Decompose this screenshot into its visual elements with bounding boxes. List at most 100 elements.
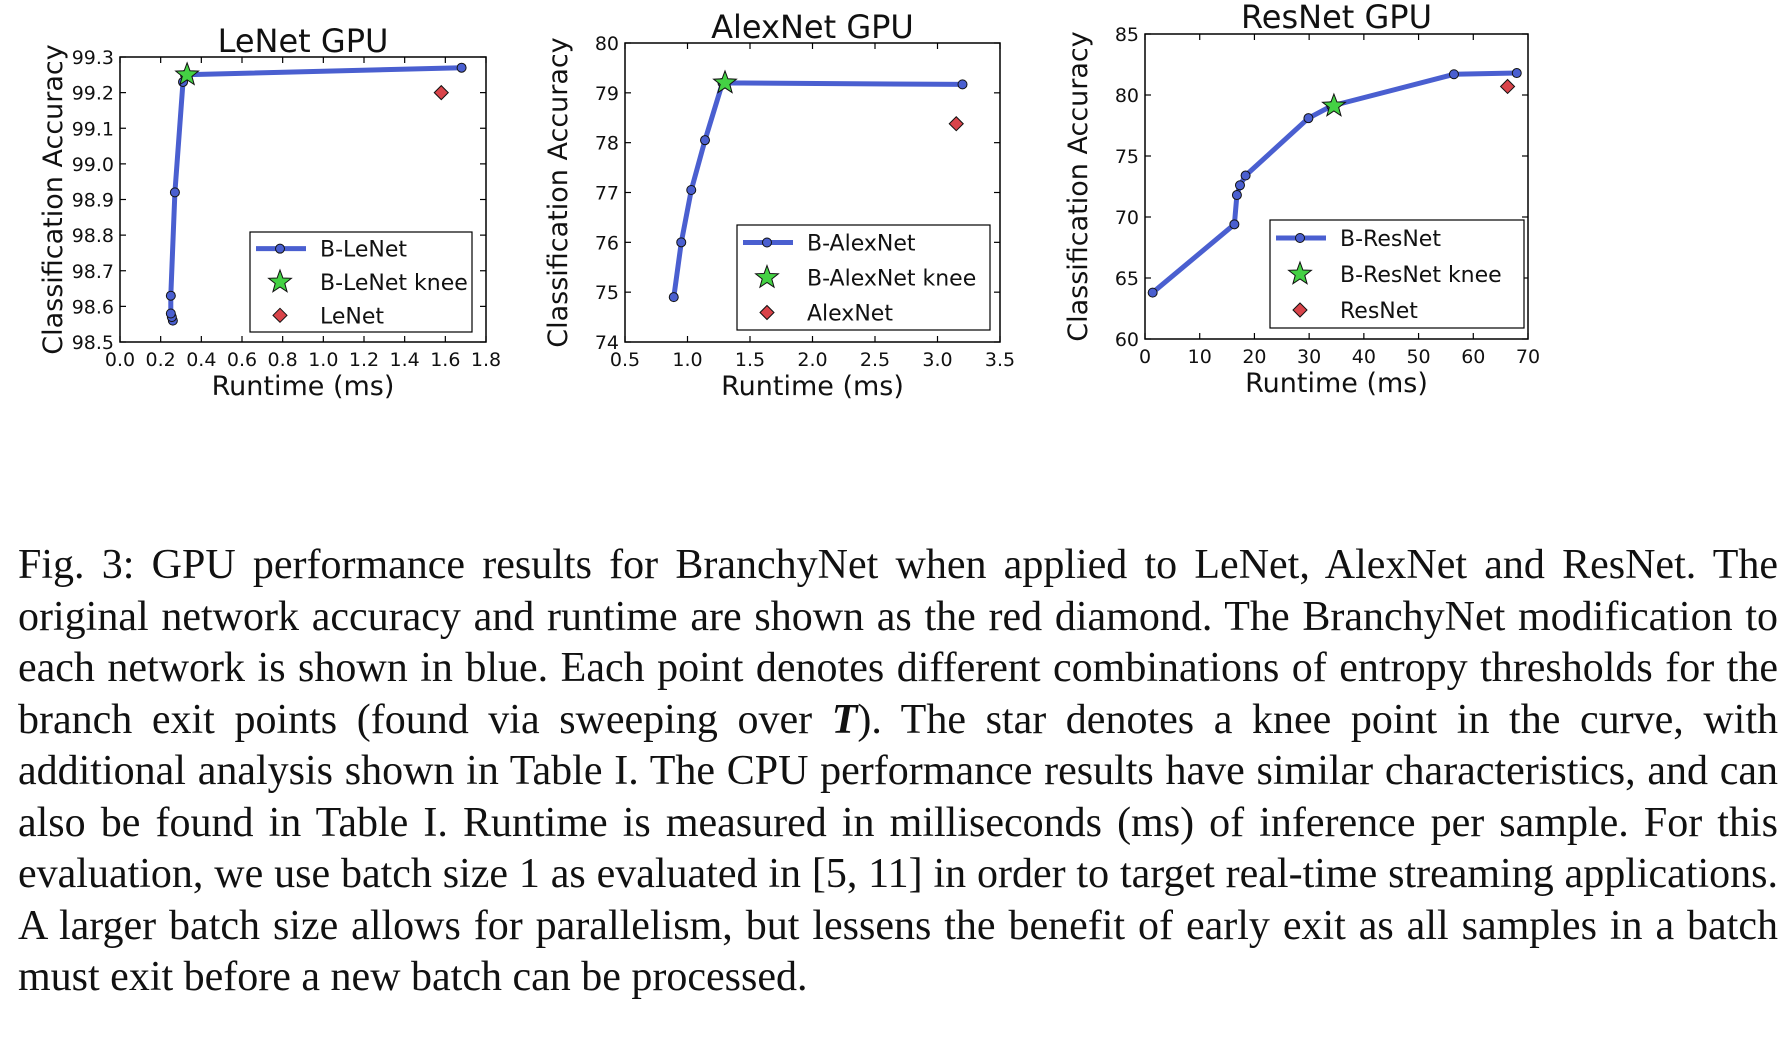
data-point	[1147, 287, 1158, 298]
data-point	[686, 185, 697, 196]
knee-star-marker	[174, 61, 200, 86]
knee-star-marker	[712, 69, 738, 94]
y-tick-label: 75	[1115, 146, 1139, 168]
y-axis-label: Classification Accuracy	[1063, 31, 1094, 342]
y-tick-label: 99.2	[72, 83, 114, 105]
x-tick-label: 3.0	[922, 349, 952, 371]
series-line	[671, 80, 963, 298]
figure-charts: LeNet GPU 0.0 0.2 0.4 0.6 0.8 1.0 1.2 1.4 1.6 1.8 9…	[38, 0, 1540, 402]
plot-frame	[119, 56, 487, 343]
chart-title: LeNet GPU	[218, 22, 389, 60]
y-tick-label: 85	[1115, 24, 1139, 46]
x-tick-label: 2.5	[860, 349, 890, 371]
x-tick-label: 1.2	[349, 349, 379, 371]
data-point	[1303, 113, 1314, 124]
y-tick-label: 98.7	[72, 261, 114, 283]
caption-label: Fig. 3:	[18, 542, 135, 588]
data-point	[957, 79, 968, 90]
x-tick-label: 0.8	[268, 349, 298, 371]
x-tick-label: 20	[1242, 346, 1266, 368]
y-tick-label: 98.9	[72, 190, 114, 212]
legend: B-AlexNet B-AlexNet knee AlexNet	[736, 224, 991, 331]
x-tick-label: 30	[1297, 346, 1321, 368]
y-tick-label: 98.5	[72, 332, 114, 354]
legend-diamond-swatch	[759, 304, 775, 321]
y-tick-label: 79	[595, 83, 619, 105]
x-tick-label: 1.0	[308, 349, 338, 371]
legend-label: ResNet	[1340, 299, 1418, 324]
data-point	[668, 292, 679, 303]
x-tick-label: 0.0	[105, 349, 135, 371]
y-tick-label: 99.0	[72, 154, 114, 176]
legend-box	[736, 224, 991, 331]
x-tick-label: 0.4	[186, 349, 216, 371]
y-tick-label: 80	[595, 33, 619, 55]
x-tick-label: 2.0	[797, 349, 827, 371]
y-tick-label: 70	[1115, 207, 1139, 229]
data-point	[165, 308, 176, 319]
plot-frame	[1144, 33, 1529, 340]
caption-math-symbol: T	[831, 696, 858, 743]
y-tick-label: 99.3	[72, 47, 114, 69]
plot-frame	[624, 42, 1001, 343]
legend-star-swatch	[267, 268, 293, 293]
chart-1: LeNet GPU 0.0 0.2 0.4 0.6 0.8 1.0 1.2 1.4 1.6 1.8 9…	[38, 22, 501, 402]
x-tick-label: 1.6	[430, 349, 460, 371]
legend-point-swatch	[762, 237, 772, 248]
legend-star-swatch	[1287, 260, 1313, 285]
y-tick-label: 99.1	[72, 118, 114, 140]
x-tick-label: 0.6	[227, 349, 257, 371]
data-point	[1511, 68, 1522, 79]
caption-text-part-1: GPU performance results for BranchyNet w…	[18, 542, 1778, 743]
caption-text-part-2: ). The star denotes a knee point in the …	[18, 696, 1778, 1001]
original-diamond-marker	[433, 84, 449, 101]
data-point	[1448, 69, 1459, 80]
legend-label: AlexNet	[807, 302, 893, 327]
x-axis-label: Runtime (ms)	[1245, 368, 1428, 399]
y-tick-label: 76	[595, 232, 619, 254]
data-point	[700, 135, 710, 146]
legend: B-ResNet B-ResNet knee ResNet	[1269, 219, 1525, 329]
x-tick-label: 0.5	[610, 349, 640, 371]
x-tick-label: 10	[1188, 346, 1212, 368]
y-tick-label: 74	[595, 332, 619, 354]
original-diamond-marker	[1499, 78, 1516, 95]
data-point	[1240, 170, 1251, 181]
chart-3: ResNet GPU 0 10 20 30 40 50 60 70 60 65 70 75 80 85 Run…	[1063, 0, 1540, 399]
original-diamond-marker	[948, 116, 964, 132]
y-tick-label: 78	[595, 133, 619, 155]
data-point	[676, 237, 687, 248]
x-axis-label: Runtime (ms)	[721, 371, 904, 402]
data-point	[165, 290, 176, 301]
chart-title: ResNet GPU	[1241, 0, 1432, 36]
legend-star-swatch	[754, 264, 780, 289]
x-tick-label: 50	[1406, 346, 1430, 368]
legend-label: B-ResNet knee	[1340, 263, 1502, 288]
x-tick-label: 0	[1139, 346, 1151, 368]
legend-point-swatch	[275, 243, 285, 254]
y-tick-label: 98.6	[72, 296, 114, 318]
y-tick-label: 80	[1115, 85, 1139, 107]
x-axis-label: Runtime (ms)	[212, 371, 395, 402]
legend-label: LeNet	[320, 304, 384, 329]
legend: B-LeNet B-LeNet knee LeNet	[249, 231, 473, 333]
y-tick-label: 65	[1115, 268, 1139, 290]
y-tick-label: 77	[595, 183, 619, 205]
legend-label: B-LeNet knee	[320, 271, 468, 296]
x-tick-label: 1.5	[735, 349, 765, 371]
legend-label: B-AlexNet knee	[807, 267, 976, 292]
legend-diamond-swatch	[1292, 302, 1308, 318]
data-point	[169, 187, 180, 198]
figure-caption: Fig. 3: GPU performance results for Bran…	[18, 540, 1778, 1004]
chart-2: AlexNet GPU 0.5 1.0 1.5 2.0 2.5 3.0 3.5 74 75 76 77…	[543, 8, 1015, 402]
data-point	[1231, 190, 1242, 201]
x-tick-label: 1.4	[390, 349, 420, 371]
x-tick-label: 0.2	[146, 349, 176, 371]
x-tick-label: 70	[1516, 346, 1540, 368]
x-tick-label: 60	[1461, 346, 1485, 368]
legend-label: B-LeNet	[320, 238, 407, 263]
x-tick-label: 40	[1352, 346, 1376, 368]
data-point	[1229, 219, 1240, 230]
y-tick-label: 98.8	[72, 225, 114, 247]
legend-diamond-swatch	[272, 307, 288, 324]
